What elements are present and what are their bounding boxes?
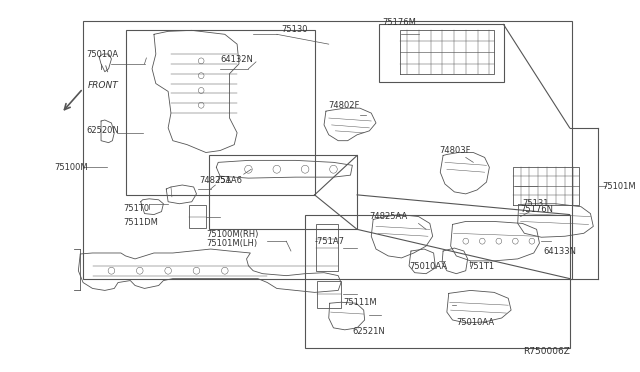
- Text: FRONT: FRONT: [88, 81, 118, 90]
- Bar: [209, 155, 357, 230]
- Text: 75130: 75130: [282, 25, 308, 34]
- Text: 751T1: 751T1: [468, 262, 495, 271]
- Text: 751T0: 751T0: [124, 204, 150, 213]
- Bar: [379, 25, 504, 81]
- Text: 75176M: 75176M: [383, 18, 417, 27]
- Text: 74803F: 74803F: [439, 146, 471, 155]
- Text: 75111M: 75111M: [343, 298, 376, 307]
- Text: 75131: 75131: [522, 199, 549, 208]
- Text: 62521N: 62521N: [353, 327, 385, 336]
- Bar: [317, 280, 341, 308]
- Bar: [316, 224, 338, 271]
- Text: 74802F: 74802F: [329, 101, 360, 110]
- Text: 75176N: 75176N: [520, 205, 554, 214]
- Text: 75101M(LH): 75101M(LH): [206, 238, 257, 248]
- Bar: [83, 20, 572, 279]
- Text: -751A7: -751A7: [315, 237, 344, 246]
- Text: R750006Z: R750006Z: [523, 347, 570, 356]
- Text: 64132N: 64132N: [220, 55, 253, 64]
- Text: 75010AA: 75010AA: [409, 262, 447, 271]
- Text: 74825A: 74825A: [199, 176, 232, 185]
- Text: 75010A: 75010A: [86, 49, 118, 58]
- Text: 64133N: 64133N: [543, 247, 576, 256]
- Text: 751A6: 751A6: [216, 176, 243, 185]
- Text: 75100M: 75100M: [55, 163, 88, 172]
- Text: 7511DM: 7511DM: [124, 218, 159, 227]
- Text: 75010AA: 75010AA: [456, 318, 495, 327]
- Text: 75101M: 75101M: [603, 182, 636, 190]
- Bar: [125, 31, 315, 195]
- Text: 74825AA: 74825AA: [369, 212, 408, 221]
- Text: 75100M(RH): 75100M(RH): [206, 230, 259, 239]
- Bar: [189, 205, 206, 228]
- Text: 62520N: 62520N: [86, 126, 118, 135]
- Bar: [305, 215, 570, 347]
